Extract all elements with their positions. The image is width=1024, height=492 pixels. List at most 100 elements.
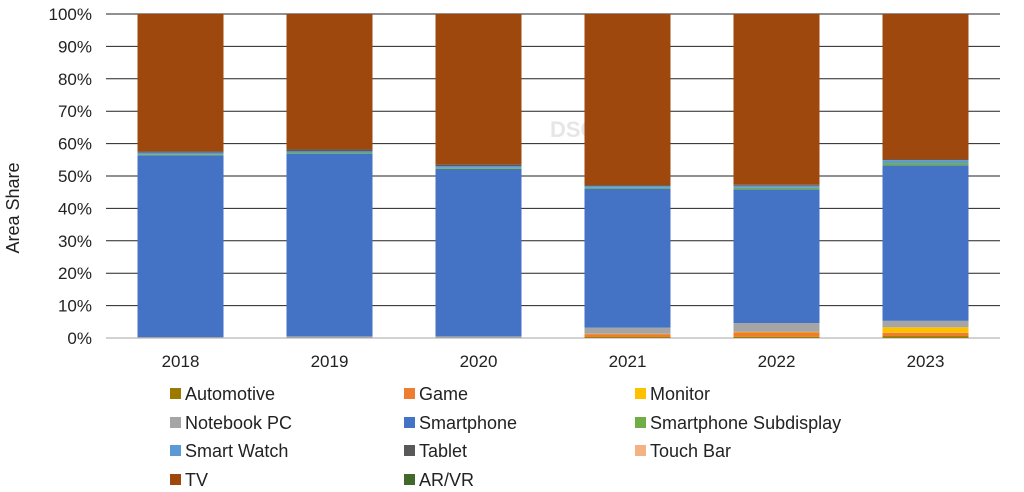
bar-segment — [882, 320, 969, 328]
legend-swatch — [635, 388, 646, 399]
bar-segment — [733, 14, 820, 185]
legend-swatch — [635, 445, 646, 456]
bar-segment — [584, 186, 671, 188]
y-tick-label: 30% — [58, 232, 92, 251]
legend-swatch — [170, 388, 181, 399]
y-tick-label: 70% — [58, 102, 92, 121]
bar-segment — [286, 151, 373, 153]
y-axis-ticks: 0% 10% 20% 30% 40% 50% 60% 70% 80% 90% 100% — [49, 5, 92, 348]
x-tick-label: 2021 — [609, 352, 647, 371]
y-tick-label: 50% — [58, 167, 92, 186]
bar-segment — [733, 185, 820, 188]
legend-label: Game — [419, 384, 468, 404]
bar-segment — [137, 154, 224, 156]
bar-segment — [882, 14, 969, 160]
bar-segment — [584, 187, 671, 189]
bar-segment — [286, 153, 373, 337]
bar-segment — [137, 152, 224, 155]
bar-segment — [435, 336, 522, 338]
legend-swatch — [404, 474, 415, 485]
bar-segment — [733, 323, 820, 332]
legend-swatch — [635, 417, 646, 428]
y-axis-title: Area Share — [3, 162, 23, 253]
legend-label: AR/VR — [419, 470, 474, 490]
bar-segment — [733, 336, 820, 338]
bar-segment — [435, 168, 522, 337]
legend-swatch — [170, 474, 181, 485]
bar-segment — [882, 336, 969, 338]
bar-segment — [882, 327, 969, 333]
bar-segment — [584, 327, 671, 334]
bar-segment — [584, 337, 671, 338]
legend-item: Smart Watch — [170, 441, 288, 461]
y-tick-label: 100% — [49, 5, 92, 24]
legend-item: Game — [404, 384, 468, 404]
legend-item: AR/VR — [404, 470, 474, 490]
y-tick-label: 60% — [58, 135, 92, 154]
x-tick-label: 2022 — [758, 352, 796, 371]
bar-segment — [137, 14, 224, 152]
bar-segment — [584, 14, 671, 186]
legend-item: Monitor — [635, 384, 710, 404]
legend-item: Smartphone Subdisplay — [635, 413, 841, 433]
x-tick-label: 2019 — [311, 352, 349, 371]
bar-segment — [435, 166, 522, 168]
bar-segment — [137, 151, 224, 153]
y-tick-label: 80% — [58, 70, 92, 89]
y-tick-label: 0% — [67, 329, 92, 348]
bar-segment — [286, 152, 373, 154]
legend-label: Notebook PC — [185, 413, 292, 433]
legend-swatch — [404, 445, 415, 456]
bar-segment — [733, 187, 820, 190]
bar-segment — [286, 149, 373, 152]
bar-segment — [882, 332, 969, 337]
legend-item: Automotive — [170, 384, 275, 404]
y-tick-label: 20% — [58, 264, 92, 283]
legend-item: Notebook PC — [170, 413, 292, 433]
bar-segment — [435, 14, 522, 165]
legend-swatch — [404, 388, 415, 399]
bar-segment — [882, 159, 969, 161]
bar-segment — [733, 332, 820, 337]
legend-swatch — [170, 417, 181, 428]
bar-segment — [286, 336, 373, 338]
legend-item: TV — [170, 470, 208, 490]
bar-segment — [137, 155, 224, 338]
legend-item: Touch Bar — [635, 441, 731, 461]
y-tick-label: 90% — [58, 37, 92, 56]
bar-segment — [733, 331, 820, 333]
bar-segment — [584, 188, 671, 328]
bar-segment — [584, 185, 671, 187]
bar-segment — [733, 184, 820, 186]
legend-label: Monitor — [650, 384, 710, 404]
bar-segment — [882, 163, 969, 166]
bar-segment — [584, 334, 671, 338]
y-tick-label: 10% — [58, 297, 92, 316]
bars — [137, 14, 969, 338]
legend-item: Tablet — [404, 441, 467, 461]
bar-segment — [882, 160, 969, 164]
bar-segment — [435, 167, 522, 169]
legend-label: Smartphone — [419, 413, 517, 433]
x-tick-label: 2018 — [162, 352, 200, 371]
legend-label: Automotive — [185, 384, 275, 404]
legend-swatch — [404, 417, 415, 428]
bar-segment — [137, 337, 224, 338]
bar-segment — [733, 189, 820, 324]
legend-label: Smartphone Subdisplay — [650, 413, 841, 433]
bar-segment — [882, 165, 969, 321]
x-tick-label: 2020 — [460, 352, 498, 371]
bar-segment — [286, 14, 373, 150]
legend-swatch — [170, 445, 181, 456]
bar-segment — [435, 164, 522, 167]
legend: Automotive Game Monitor Notebook PC Smartpho… — [170, 384, 841, 490]
legend-label: Touch Bar — [650, 441, 731, 461]
x-tick-label: 2023 — [907, 352, 945, 371]
gridlines — [106, 13, 1000, 339]
x-axis-ticks: 2018 2019 2020 2021 2022 2023 — [162, 352, 945, 371]
legend-label: TV — [185, 470, 208, 490]
y-tick-label: 40% — [58, 199, 92, 218]
legend-label: Smart Watch — [185, 441, 288, 461]
